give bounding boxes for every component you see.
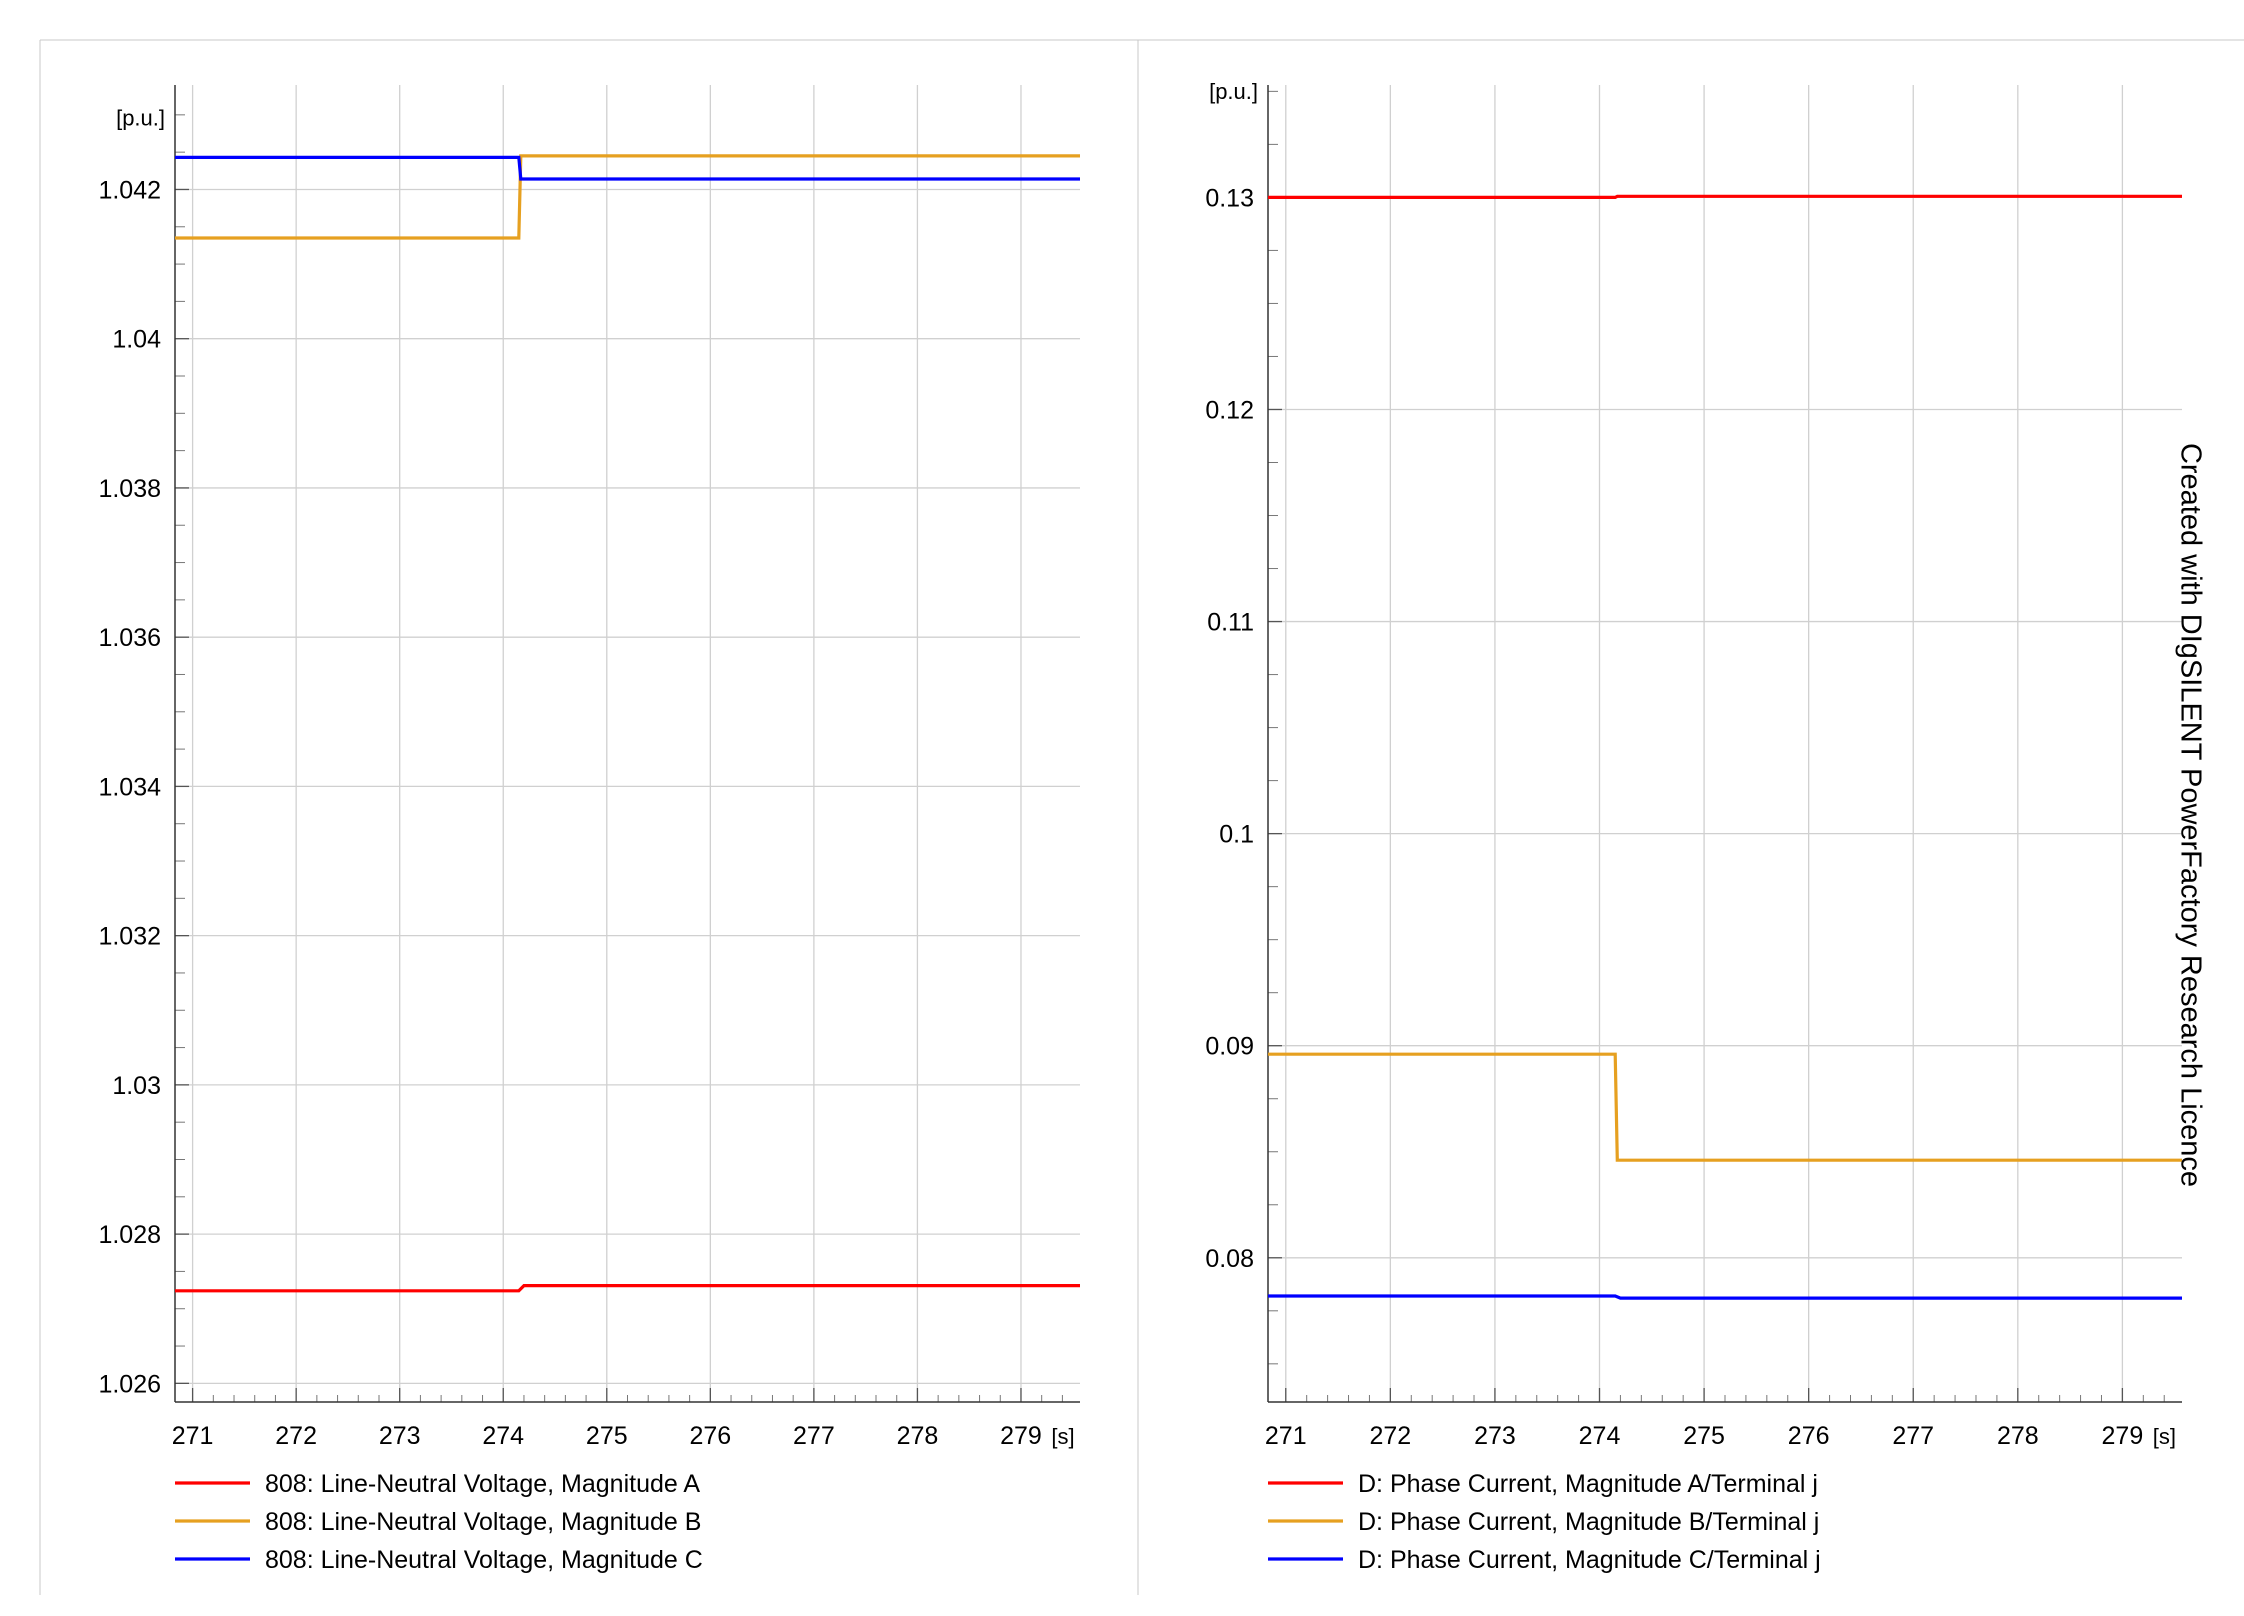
legend-label: D: Phase Current, Magnitude A/Terminal j [1358, 1470, 1818, 1498]
x-tick-label: 279 [2102, 1422, 2144, 1450]
x-tick-label: 277 [793, 1422, 835, 1450]
y-tick-label: 0.1 [1219, 821, 1254, 849]
x-tick-label: 273 [1474, 1422, 1516, 1450]
series-line [1268, 194, 2182, 199]
y-unit-label: [p.u.] [1209, 79, 1258, 104]
y-tick-label: 1.04 [112, 326, 161, 354]
x-tick-label: 271 [172, 1422, 214, 1450]
y-tick-label: 1.026 [98, 1370, 161, 1398]
series-line [175, 155, 1080, 181]
x-tick-label: 276 [689, 1422, 731, 1450]
y-tick-label: 1.042 [98, 176, 161, 204]
legend-label: D: Phase Current, Magnitude C/Terminal j [1358, 1546, 1821, 1574]
series-line [1268, 1052, 2182, 1162]
legend-label: 808: Line-Neutral Voltage, Magnitude B [265, 1508, 701, 1536]
licence-watermark: Created with DIgSILENT PowerFactory Rese… [2174, 442, 2207, 1188]
y-tick-label: 0.09 [1205, 1033, 1254, 1061]
y-unit-label: [p.u.] [116, 105, 165, 130]
y-tick-label: 1.028 [98, 1221, 161, 1249]
series-line [1268, 1294, 2182, 1300]
y-tick-label: 0.11 [1207, 609, 1254, 637]
x-unit-label: [s] [2153, 1424, 2176, 1449]
legend-label: D: Phase Current, Magnitude B/Terminal j [1358, 1508, 1819, 1536]
y-tick-label: 0.12 [1205, 396, 1254, 424]
y-tick-label: 1.034 [98, 773, 161, 801]
legend-label: 808: Line-Neutral Voltage, Magnitude C [265, 1546, 703, 1574]
current-plot: 271 272 273 274 275 276 277 278 279 0.08 0.09 0.1 0.… [1205, 79, 2182, 1574]
x-tick-label: 278 [1997, 1422, 2039, 1450]
x-tick-label: 275 [586, 1422, 628, 1450]
x-tick-label: 272 [1369, 1422, 1411, 1450]
x-tick-label: 273 [379, 1422, 421, 1450]
x-tick-label: 279 [1000, 1422, 1042, 1450]
x-tick-label: 272 [275, 1422, 317, 1450]
series-line [175, 154, 1080, 240]
x-tick-label: 274 [1579, 1422, 1621, 1450]
legend-label: 808: Line-Neutral Voltage, Magnitude A [265, 1470, 700, 1498]
y-tick-label: 1.038 [98, 475, 161, 503]
x-tick-label: 274 [482, 1422, 524, 1450]
x-tick-label: 277 [1892, 1422, 1934, 1450]
x-tick-label: 271 [1265, 1422, 1307, 1450]
x-tick-label: 278 [897, 1422, 939, 1450]
y-tick-label: 0.08 [1205, 1245, 1254, 1273]
x-tick-label: 275 [1683, 1422, 1725, 1450]
x-unit-label: [s] [1051, 1424, 1074, 1449]
voltage-plot: 271 272 273 274 275 276 277 278 279 1.026 1.028 1.0… [98, 85, 1080, 1574]
y-tick-label: 1.03 [112, 1072, 161, 1100]
y-tick-label: 1.032 [98, 923, 161, 951]
y-tick-label: 1.036 [98, 624, 161, 652]
x-tick-label: 276 [1788, 1422, 1830, 1450]
series-line [175, 1283, 1080, 1293]
y-tick-label: 0.13 [1205, 184, 1254, 212]
